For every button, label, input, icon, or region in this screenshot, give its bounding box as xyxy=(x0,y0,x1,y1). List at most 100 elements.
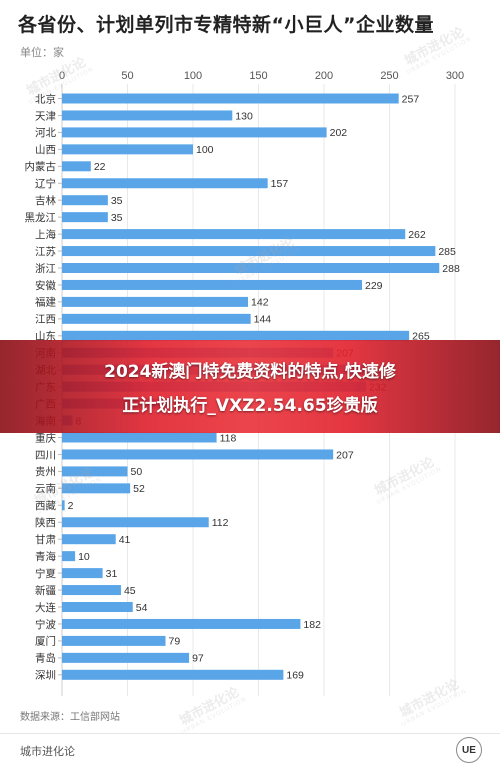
category-label: 黑龙江 xyxy=(25,211,57,224)
value-label: 265 xyxy=(412,331,430,343)
bar xyxy=(62,263,440,273)
category-label: 云南 xyxy=(35,482,56,495)
category-label: 新疆 xyxy=(35,584,56,597)
bar xyxy=(62,127,327,138)
value-label: 31 xyxy=(106,568,118,580)
category-label: 深圳 xyxy=(35,670,56,682)
value-label: 79 xyxy=(168,636,180,648)
bar xyxy=(62,602,133,612)
bar xyxy=(62,618,301,629)
value-label: 50 xyxy=(131,466,143,478)
value-label: 22 xyxy=(94,161,106,173)
bar xyxy=(62,161,91,172)
category-label: 江苏 xyxy=(35,245,56,258)
value-label: 100 xyxy=(196,144,214,156)
category-label: 天津 xyxy=(35,110,56,122)
category-label: 宁波 xyxy=(35,618,56,631)
bar xyxy=(62,517,209,528)
bar xyxy=(62,449,334,460)
bar xyxy=(62,110,233,121)
x-tick-label: 50 xyxy=(121,70,133,82)
category-label: 青岛 xyxy=(35,652,56,665)
value-label: 54 xyxy=(136,602,148,614)
category-label: 大连 xyxy=(35,601,56,614)
bar xyxy=(62,669,284,680)
bar xyxy=(62,212,108,223)
bar xyxy=(62,313,251,324)
value-label: 35 xyxy=(111,195,123,207)
brand-logo: UE xyxy=(456,737,482,763)
value-label: 130 xyxy=(235,110,253,122)
bar xyxy=(62,652,190,663)
chart-title: 各省份、计划单列市专精特新“小巨人”企业数量 xyxy=(18,14,434,36)
category-label: 内蒙古 xyxy=(25,160,57,173)
value-label: 207 xyxy=(336,449,354,461)
value-label: 257 xyxy=(402,93,420,105)
value-label: 10 xyxy=(78,551,90,563)
bar xyxy=(62,432,217,443)
value-label: 288 xyxy=(442,263,460,275)
value-label: 41 xyxy=(119,534,131,546)
bar xyxy=(62,551,76,562)
category-label: 陕西 xyxy=(35,516,56,529)
promo-banner xyxy=(0,340,500,433)
bar xyxy=(62,195,108,206)
category-label: 浙江 xyxy=(35,263,56,275)
category-label: 吉林 xyxy=(35,194,56,207)
x-tick-label: 200 xyxy=(315,70,333,82)
x-tick-label: 250 xyxy=(380,70,398,82)
category-label: 辽宁 xyxy=(35,177,56,190)
category-label: 宁夏 xyxy=(35,567,56,580)
bar xyxy=(62,144,193,155)
bar xyxy=(62,93,399,104)
value-label: 144 xyxy=(254,314,272,326)
category-label: 北京 xyxy=(35,92,56,105)
value-label: 229 xyxy=(365,280,383,292)
category-label: 山西 xyxy=(35,144,56,156)
category-label: 青海 xyxy=(35,550,56,563)
x-tick-label: 150 xyxy=(249,70,267,82)
value-label: 142 xyxy=(251,297,269,309)
bar xyxy=(62,483,131,494)
x-tick-label: 300 xyxy=(446,70,464,82)
category-label: 上海 xyxy=(35,228,56,241)
bar xyxy=(62,568,103,579)
bar xyxy=(62,246,436,257)
value-label: 112 xyxy=(212,517,229,529)
x-tick-label: 100 xyxy=(184,70,202,82)
value-label: 118 xyxy=(220,432,237,444)
category-label: 江西 xyxy=(35,314,56,326)
value-label: 169 xyxy=(286,670,304,682)
category-label: 山东 xyxy=(35,330,56,343)
category-label: 甘肃 xyxy=(35,533,56,546)
value-label: 182 xyxy=(303,619,321,631)
category-label: 河北 xyxy=(35,127,56,139)
x-tick-label: 0 xyxy=(59,70,65,82)
bar xyxy=(62,585,121,596)
bar xyxy=(62,330,410,341)
bar xyxy=(62,534,116,545)
value-label: 52 xyxy=(133,483,145,495)
value-label: 2 xyxy=(68,500,74,512)
unit-label: 单位：家 xyxy=(20,46,64,59)
value-label: 45 xyxy=(124,585,136,597)
banner-line-2: 正计划执行_VXZ2.54.65珍贵版 xyxy=(122,396,378,416)
category-label: 重庆 xyxy=(35,431,56,444)
bar xyxy=(62,279,362,290)
value-label: 202 xyxy=(330,127,348,139)
data-source: 数据来源：工信部网站 xyxy=(20,712,120,723)
bar xyxy=(62,466,128,477)
value-label: 97 xyxy=(192,653,204,665)
category-label: 四川 xyxy=(35,449,56,461)
category-label: 西藏 xyxy=(35,500,56,512)
banner-line-1: 2024新澳门特免费资料的特点,快速修 xyxy=(104,362,396,382)
value-label: 262 xyxy=(408,229,426,241)
brand-name: 城市进化论 xyxy=(20,745,75,758)
bar xyxy=(62,178,268,189)
bar xyxy=(62,500,65,511)
value-label: 285 xyxy=(438,246,456,258)
footer-divider xyxy=(0,733,500,734)
bar xyxy=(62,229,406,240)
category-label: 厦门 xyxy=(35,635,56,648)
value-label: 35 xyxy=(111,212,123,224)
